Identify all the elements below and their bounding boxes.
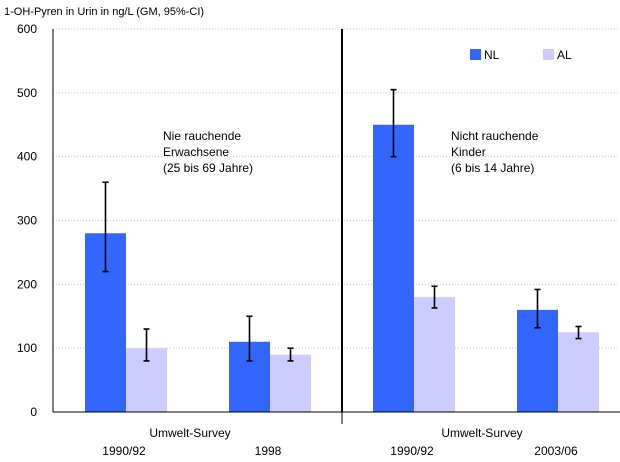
axes bbox=[52, 29, 620, 424]
y-tick-label: 400 bbox=[17, 150, 37, 164]
panel-annotation-line: (25 bis 69 Jahre) bbox=[163, 161, 253, 175]
legend-swatch-al bbox=[543, 49, 554, 60]
x-tick-label: 1990/92 bbox=[102, 444, 146, 458]
y-tick-label: 600 bbox=[17, 22, 37, 36]
panel-annotations: Nie rauchende Erwachsene (25 bis 69 Jahre)… bbox=[163, 129, 539, 175]
x-tick-label: 1990/92 bbox=[390, 444, 434, 458]
y-tick-label: 200 bbox=[17, 277, 37, 291]
bars bbox=[85, 124, 599, 412]
bar-nl bbox=[373, 124, 414, 412]
gridlines bbox=[53, 28, 620, 349]
y-tick-label: 500 bbox=[17, 86, 37, 100]
y-tick-label: 300 bbox=[17, 214, 37, 228]
legend-label-al: AL bbox=[557, 48, 572, 62]
y-tick-label: 0 bbox=[30, 405, 37, 419]
y-axis-title: 1-OH-Pyren in Urin in ng/L (GM, 95%-CI) bbox=[4, 6, 204, 18]
panel-annotation-line: (6 bis 14 Jahre) bbox=[451, 161, 534, 175]
bar-al bbox=[414, 297, 455, 412]
panel-annotation-line: Nicht rauchende bbox=[451, 129, 539, 143]
legend: NL AL bbox=[470, 48, 572, 62]
legend-swatch-nl bbox=[470, 49, 481, 60]
panel-annotation-line: Erwachsene bbox=[163, 145, 229, 159]
panel-annotation-line: Nie rauchende bbox=[163, 129, 241, 143]
y-tick-label: 100 bbox=[17, 341, 37, 355]
bar-al bbox=[270, 354, 311, 412]
survey-label: Umwelt-Survey bbox=[441, 426, 522, 440]
error-bars bbox=[102, 88, 582, 362]
bar-al bbox=[558, 332, 599, 412]
y-axis-ticks: 0 100 200 300 400 500 600 bbox=[17, 22, 37, 419]
survey-label: Umwelt-Survey bbox=[149, 426, 230, 440]
legend-label-nl: NL bbox=[484, 48, 500, 62]
x-tick-label: 2003/06 bbox=[534, 444, 578, 458]
panel-annotation-line: Kinder bbox=[451, 145, 486, 159]
x-tick-label: 1998 bbox=[255, 444, 282, 458]
